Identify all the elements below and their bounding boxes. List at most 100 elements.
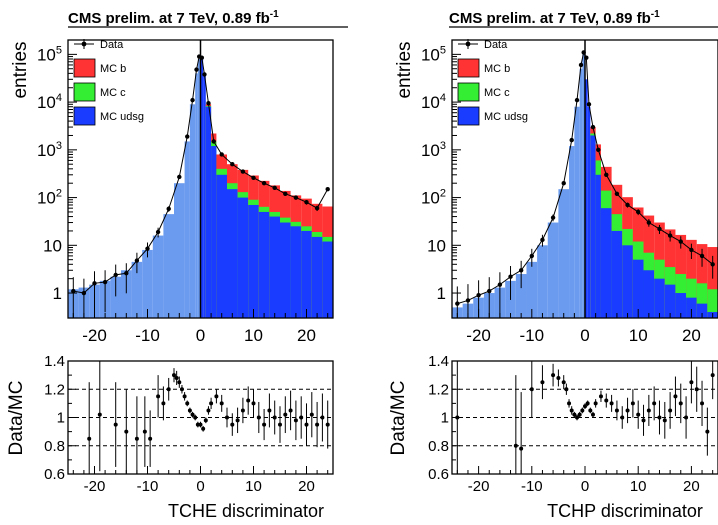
ratio-point (320, 415, 325, 420)
bar-mc-udsg (205, 106, 212, 318)
ratio-point (142, 429, 147, 434)
ratio-point (700, 401, 705, 406)
bar-mc-udsg (174, 183, 185, 318)
ratio-point (219, 401, 224, 406)
bar-mc-udsg (203, 73, 206, 318)
ratio-point (620, 415, 625, 420)
chart-title: CMS prelim. at 7 TeV, 0.89 fb-1 (449, 9, 660, 27)
ratio-point (187, 408, 192, 413)
bar-mc-udsg (574, 106, 580, 318)
bar-mc-udsg (579, 68, 583, 318)
legend-marker (81, 41, 87, 47)
bar-mc-udsg (184, 141, 190, 318)
ratio-point (172, 373, 176, 378)
bar-mc-udsg (211, 146, 217, 318)
bar-mc-udsg (547, 222, 559, 318)
ratio-x-tick-label: -10 (137, 478, 159, 495)
bar-mc-udsg (197, 58, 201, 318)
ratio-x-tick-label: 10 (245, 478, 262, 495)
ratio-y-axis-label: Data/MC (388, 381, 409, 456)
ratio-y-tick-label: 1.2 (428, 381, 449, 398)
y-tick-labels: 1 10 102 103 104 105 (37, 44, 62, 303)
ratio-y-tick-label: 1 (57, 410, 65, 427)
bar-mc-b (696, 244, 708, 318)
ratio-point (185, 401, 190, 406)
ratio-point (156, 394, 161, 399)
ratio-point (166, 387, 171, 392)
x-tick-label: 20 (297, 326, 316, 345)
ratio-point (652, 401, 657, 406)
ratio-point (540, 380, 545, 385)
bar-mc-udsg (587, 106, 591, 318)
bar-mc-udsg (121, 270, 132, 318)
ratio-y-tick-label: 0.8 (44, 438, 65, 455)
ratio-x-tick-label: 20 (298, 478, 315, 495)
legend-swatch (73, 82, 96, 102)
x-tick-label: 10 (244, 326, 263, 345)
ratio-point (214, 394, 219, 399)
legend-swatch (457, 58, 480, 78)
bar-mc-udsg (558, 189, 570, 318)
bar-mc-udsg (301, 230, 312, 318)
ratio-panel: 0.6 0.8 1 1.2 1.4 Data/MC (6, 353, 334, 483)
ratio-point (179, 387, 184, 392)
legend-swatch (457, 82, 480, 102)
ratio-point (225, 415, 229, 420)
bar-mc-udsg (515, 274, 527, 318)
ratio-point (569, 408, 574, 413)
y-tick-label: 102 (37, 188, 62, 208)
ratio-point (299, 415, 304, 420)
bar-mc-udsg (537, 245, 548, 318)
ratio-points (87, 361, 330, 474)
ratio-point (97, 412, 102, 417)
bar-mc-udsg (280, 222, 291, 318)
ratio-y-tick-label: 0.6 (44, 466, 65, 483)
ratio-point (590, 412, 595, 417)
y-tick-labels: 1 10 102 103 104 105 (421, 44, 446, 303)
bar-mc-udsg (152, 235, 164, 318)
ratio-point (272, 415, 277, 420)
ratio-point (315, 422, 320, 427)
ratio-point (113, 422, 118, 427)
bar-mc-udsg (600, 208, 612, 318)
x-tick-label: 10 (629, 326, 648, 345)
bar-mc-udsg (189, 104, 196, 318)
bar-mc-udsg (582, 54, 585, 318)
ratio-point (678, 401, 683, 406)
ratio-point (206, 408, 211, 413)
legend-marker (465, 41, 471, 47)
ratio-point (190, 412, 195, 417)
ratio-y-axis-label: Data/MC (6, 381, 27, 456)
ratio-point (598, 394, 603, 399)
data-line (457, 50, 713, 305)
legend-label: MC c (484, 87, 510, 99)
x-tick-label: -20 (466, 326, 491, 345)
ratio-point (177, 380, 182, 385)
bar-mc-udsg (686, 297, 697, 318)
bar-mc-udsg (200, 58, 204, 318)
bar-mc-udsg (654, 278, 665, 318)
ratio-point (609, 401, 614, 406)
ratio-point (630, 401, 635, 406)
bar-mc-udsg (227, 189, 238, 318)
ratio-point (636, 412, 641, 417)
legend-label: MC c (100, 87, 126, 99)
ratio-point (262, 422, 267, 427)
ratio-point (572, 412, 577, 417)
y-axis-label: entries (10, 41, 31, 98)
ratio-x-tick-label: 0 (196, 478, 204, 495)
ratio-point (577, 412, 582, 417)
bar-mc-udsg (585, 79, 588, 318)
ratio-point (705, 429, 710, 434)
ratio-x-tick-label: 0 (581, 478, 589, 495)
bar-mc-udsg (311, 236, 323, 318)
y-tick-label: 103 (421, 140, 446, 160)
bar-mc-udsg (131, 261, 143, 318)
y-tick-label: 10 (427, 236, 446, 255)
ratio-point (641, 418, 646, 423)
bar-mc-udsg (590, 135, 596, 318)
ratio-point (593, 401, 598, 406)
ratio-point (267, 408, 272, 413)
ratio-point (283, 412, 288, 417)
bar-mc-udsg (664, 284, 676, 318)
